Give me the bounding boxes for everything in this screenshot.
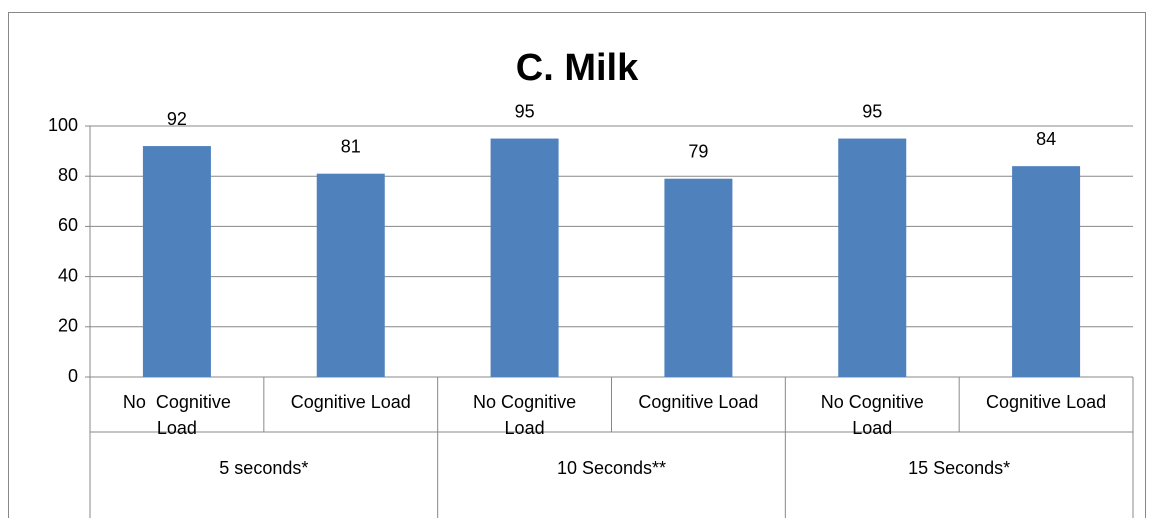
data-label: 95 [862, 101, 882, 121]
bar [838, 138, 907, 377]
x-tick-label: No Cognitive Load [473, 392, 582, 438]
y-tick-label: 60 [58, 215, 78, 235]
group-label: 10 Seconds** [556, 458, 667, 478]
x-tick-label: Cognitive Load [290, 392, 411, 412]
bar [316, 173, 385, 377]
x-tick-label: No Cognitive Load [122, 392, 236, 438]
data-label: 79 [688, 141, 708, 161]
y-tick-label: 80 [58, 165, 78, 185]
bar [142, 146, 211, 377]
group-label: 5 seconds* [219, 458, 309, 478]
x-tick-label: Cognitive Load [986, 392, 1107, 412]
x-tick-label: No Cognitive Load [820, 392, 929, 438]
data-label: 84 [1036, 129, 1056, 149]
y-tick-label: 0 [68, 366, 78, 386]
x-tick-label: Cognitive Load [638, 392, 759, 412]
y-tick-label: 100 [48, 115, 78, 135]
chart-frame [8, 12, 1146, 518]
chart-title: C. Milk [516, 47, 639, 89]
data-label: 81 [341, 136, 361, 156]
y-tick-label: 40 [58, 265, 78, 285]
bar [1012, 166, 1081, 377]
y-tick-label: 20 [58, 316, 78, 336]
data-label: 95 [515, 101, 535, 121]
bar [490, 138, 559, 377]
group-label: 15 Seconds* [908, 458, 1011, 478]
bar [664, 178, 733, 377]
data-label: 92 [167, 109, 187, 129]
